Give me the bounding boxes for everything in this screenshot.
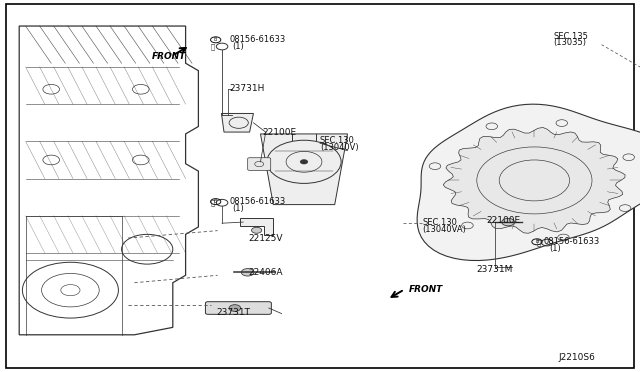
- Text: J2210S6: J2210S6: [558, 353, 595, 362]
- Circle shape: [241, 269, 254, 276]
- Circle shape: [300, 160, 308, 164]
- Polygon shape: [221, 113, 253, 132]
- Text: 23731M: 23731M: [477, 265, 513, 274]
- Text: (13035): (13035): [554, 38, 587, 47]
- Text: B: B: [535, 239, 539, 244]
- Text: 22100E: 22100E: [262, 128, 296, 137]
- Text: 22100E: 22100E: [486, 217, 520, 225]
- Text: 23731H: 23731H: [229, 84, 264, 93]
- Polygon shape: [260, 134, 348, 205]
- Circle shape: [229, 305, 241, 311]
- Text: B: B: [214, 37, 218, 42]
- FancyBboxPatch shape: [6, 4, 634, 368]
- Text: SEC.130: SEC.130: [320, 136, 355, 145]
- Text: 08156-61633: 08156-61633: [229, 35, 285, 44]
- Text: (1): (1): [549, 244, 561, 253]
- Text: 22125V: 22125V: [248, 234, 283, 243]
- Polygon shape: [444, 128, 625, 233]
- Text: 08156-61633: 08156-61633: [544, 237, 600, 246]
- Text: 08156-61633: 08156-61633: [229, 197, 285, 206]
- Polygon shape: [240, 218, 273, 235]
- FancyBboxPatch shape: [248, 158, 271, 170]
- Text: SEC.130: SEC.130: [422, 218, 457, 227]
- Text: Ⓑ: Ⓑ: [211, 43, 215, 50]
- Text: 22406A: 22406A: [248, 268, 283, 277]
- Text: Ⓑ: Ⓑ: [537, 239, 541, 246]
- Circle shape: [502, 218, 515, 226]
- Circle shape: [252, 227, 262, 233]
- Text: FRONT: FRONT: [408, 285, 443, 294]
- Text: (13040VA): (13040VA): [422, 225, 467, 234]
- FancyBboxPatch shape: [205, 302, 271, 314]
- Text: B: B: [214, 199, 218, 204]
- Text: SEC.135: SEC.135: [554, 32, 588, 41]
- Text: FRONT: FRONT: [152, 52, 186, 61]
- Text: (13040V): (13040V): [320, 143, 358, 152]
- Polygon shape: [417, 104, 640, 260]
- Text: (1): (1): [232, 204, 244, 213]
- Text: (1): (1): [232, 42, 244, 51]
- Text: Ⓑ: Ⓑ: [211, 199, 215, 206]
- Text: 23731T: 23731T: [216, 308, 250, 317]
